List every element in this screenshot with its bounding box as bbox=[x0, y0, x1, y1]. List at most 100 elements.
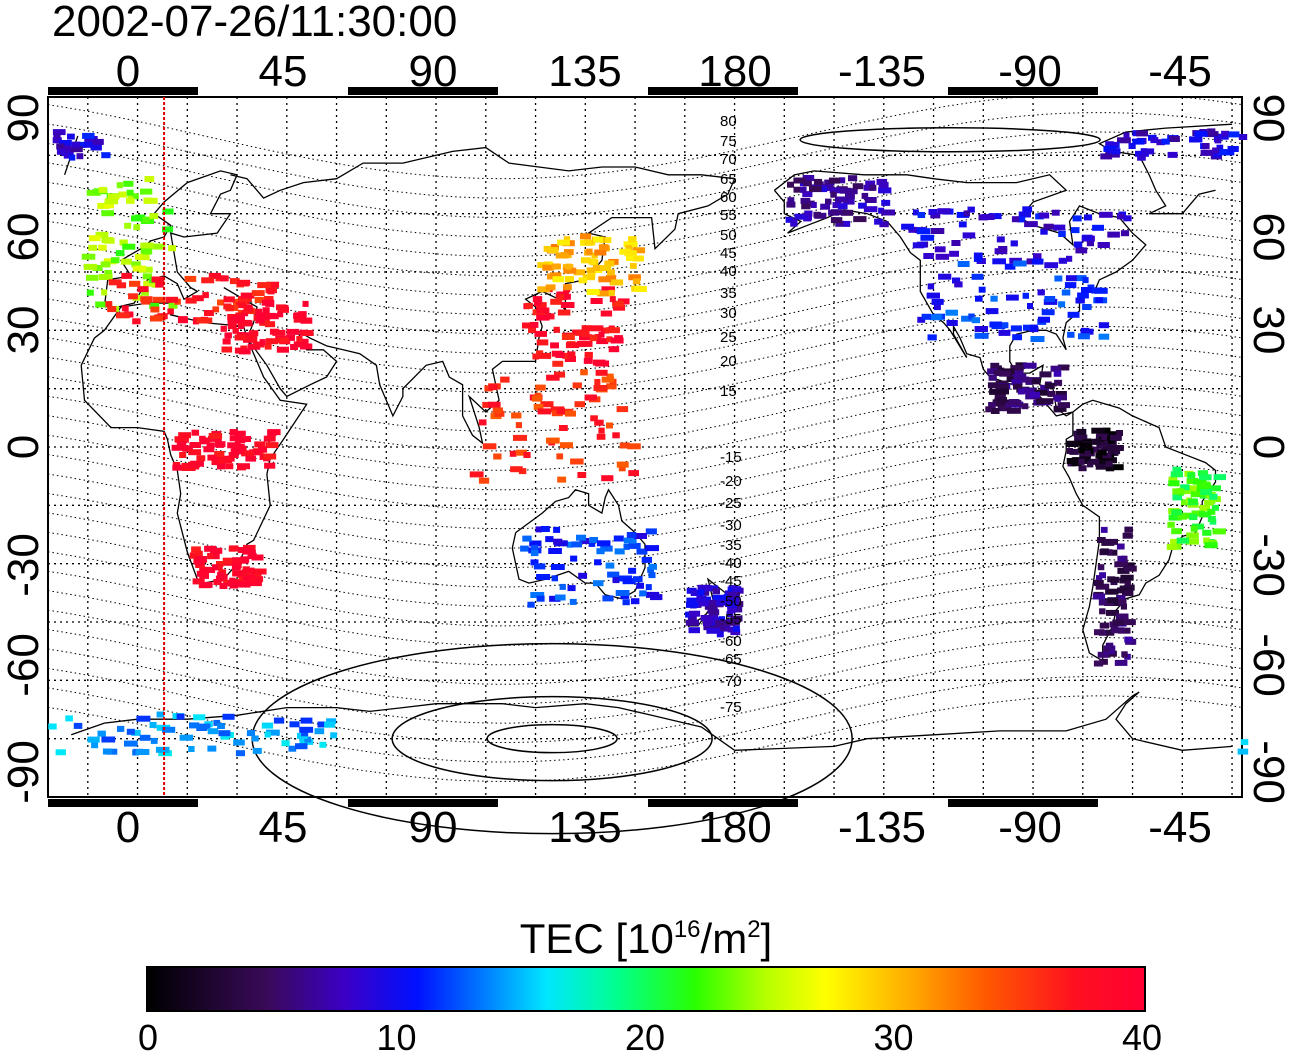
tec-point bbox=[238, 296, 251, 303]
tec-point bbox=[688, 627, 700, 634]
tec-point bbox=[263, 453, 277, 460]
tec-point bbox=[1197, 470, 1209, 477]
tec-point bbox=[1099, 211, 1113, 218]
tec-point bbox=[265, 300, 275, 307]
tec-point bbox=[1115, 613, 1129, 620]
tec-point bbox=[632, 255, 644, 262]
tec-point bbox=[192, 318, 199, 325]
tec-point bbox=[175, 436, 189, 443]
tec-point bbox=[1124, 526, 1133, 533]
tec-point bbox=[530, 550, 539, 557]
tec-point bbox=[624, 250, 637, 257]
tec-point bbox=[1029, 324, 1038, 331]
tec-point bbox=[88, 244, 98, 251]
tec-point bbox=[1098, 322, 1110, 329]
tec-point bbox=[215, 437, 222, 444]
tec-point bbox=[628, 274, 641, 281]
tec-point bbox=[933, 304, 941, 311]
tec-point bbox=[276, 346, 289, 353]
tec-point bbox=[697, 589, 705, 596]
tec-point bbox=[207, 553, 220, 560]
tec-point bbox=[1120, 230, 1130, 237]
tec-point bbox=[182, 445, 193, 452]
tec-point bbox=[687, 614, 697, 621]
mag-contour bbox=[47, 151, 1243, 238]
tec-point bbox=[134, 253, 144, 260]
tec-point bbox=[117, 725, 125, 732]
tec-point bbox=[686, 601, 699, 608]
tec-point bbox=[632, 278, 641, 285]
contour-label: -70 bbox=[720, 673, 742, 690]
tec-point bbox=[1213, 151, 1221, 158]
tec-point bbox=[59, 140, 72, 146]
tec-point bbox=[204, 310, 214, 316]
tec-point bbox=[1075, 247, 1088, 254]
tec-point bbox=[1128, 143, 1136, 149]
contour-label: 35 bbox=[720, 285, 737, 302]
tec-point bbox=[1238, 134, 1248, 140]
tec-point bbox=[785, 216, 793, 223]
tec-point bbox=[126, 728, 135, 735]
tec-point bbox=[1156, 139, 1165, 146]
tec-point bbox=[931, 298, 944, 305]
tec-point bbox=[712, 594, 725, 601]
tec-point bbox=[257, 282, 271, 289]
tec-point bbox=[716, 631, 724, 638]
tec-point bbox=[265, 338, 279, 345]
tec-point bbox=[557, 476, 567, 483]
tec-point bbox=[137, 286, 149, 293]
bottom-lon-label: 180 bbox=[698, 803, 772, 852]
tec-point bbox=[141, 298, 151, 305]
tec-point bbox=[843, 220, 851, 227]
tec-point bbox=[223, 579, 230, 586]
tec-point bbox=[1077, 447, 1085, 454]
tec-point bbox=[124, 740, 138, 747]
tec-point bbox=[1093, 438, 1101, 445]
tec-point bbox=[994, 393, 1006, 400]
tec-point bbox=[70, 146, 83, 153]
tec-point bbox=[974, 326, 988, 332]
tec-point bbox=[1091, 427, 1105, 434]
contour-label: 15 bbox=[720, 383, 737, 400]
tec-point bbox=[996, 322, 1009, 329]
tec-point bbox=[1097, 242, 1110, 248]
tec-point bbox=[636, 548, 648, 555]
tec-point bbox=[865, 180, 876, 187]
tec-point bbox=[172, 464, 184, 471]
tec-point bbox=[90, 144, 102, 151]
contour-label: -55 bbox=[720, 611, 742, 628]
tec-point bbox=[220, 275, 229, 282]
tec-point bbox=[843, 198, 855, 205]
tec-point bbox=[565, 263, 572, 270]
tec-point bbox=[92, 265, 103, 271]
tec-point bbox=[115, 250, 125, 257]
tec-point bbox=[912, 242, 925, 249]
tec-point bbox=[600, 545, 613, 552]
tec-point bbox=[229, 582, 239, 589]
mag-contour bbox=[47, 189, 1243, 277]
tec-point bbox=[144, 176, 155, 182]
tec-point bbox=[557, 294, 568, 301]
tec-point bbox=[152, 243, 166, 250]
tec-point bbox=[469, 471, 484, 478]
tec-point bbox=[596, 540, 611, 547]
tec-point bbox=[156, 711, 165, 718]
coastline bbox=[103, 170, 239, 308]
coastline bbox=[70, 691, 1233, 751]
tec-point bbox=[267, 288, 275, 295]
tec-point bbox=[1172, 466, 1182, 473]
tec-point bbox=[685, 611, 692, 618]
tec-point bbox=[1119, 585, 1127, 592]
tec-point bbox=[199, 572, 209, 579]
tec-point bbox=[230, 448, 244, 455]
tec-point bbox=[935, 253, 949, 260]
tec-point bbox=[718, 616, 726, 623]
tec-point bbox=[126, 197, 135, 204]
tec-point bbox=[251, 735, 259, 742]
tec-point bbox=[225, 305, 234, 312]
tec-point bbox=[237, 463, 250, 470]
tec-point bbox=[241, 450, 254, 457]
tec-point bbox=[511, 412, 522, 419]
tec-point bbox=[606, 383, 617, 390]
tec-point bbox=[234, 334, 248, 341]
